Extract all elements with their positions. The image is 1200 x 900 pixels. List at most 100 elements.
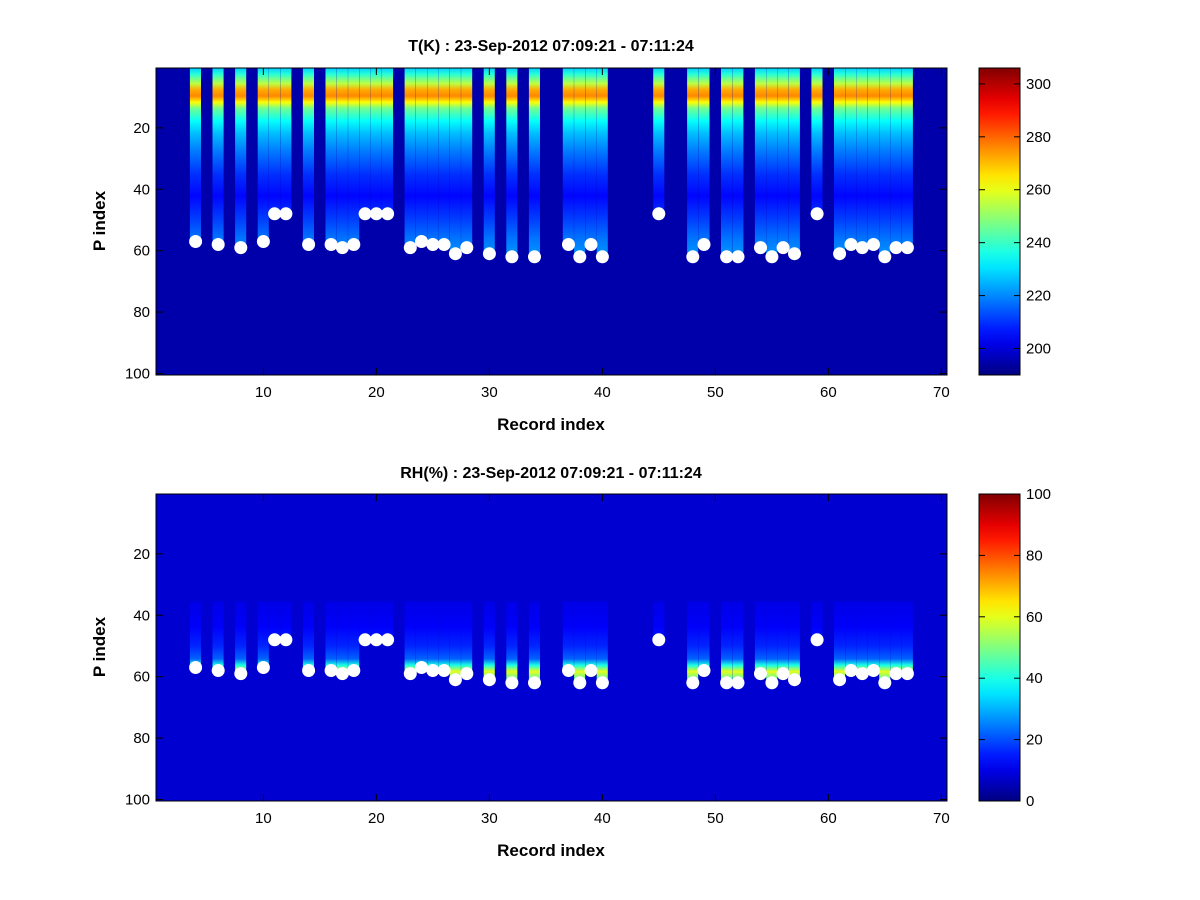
colorbar-tick-label: 40 [1026, 670, 1043, 687]
level-marker [754, 241, 767, 255]
profile-column [235, 601, 247, 676]
level-marker [878, 250, 892, 264]
profile-column [449, 68, 461, 256]
profile-column [280, 601, 292, 642]
profile-column [653, 601, 665, 642]
profile-column [879, 601, 891, 685]
colorbar-tick-label: 280 [1026, 129, 1051, 146]
humidity-axes-frame [155, 493, 948, 802]
colorbar-tick-label: 300 [1026, 76, 1051, 93]
heatmap-background [156, 494, 947, 801]
profile-column [867, 68, 879, 247]
profile-column [687, 601, 699, 685]
humidity-x-label: Record index [497, 841, 605, 860]
profile-column [382, 601, 394, 642]
level-marker [889, 667, 903, 681]
level-marker [211, 664, 225, 677]
humidity-x-ticks: 10 20 30 40 50 60 70 [255, 494, 950, 827]
x-tick-label: 50 [707, 810, 724, 827]
level-marker [686, 250, 700, 264]
x-tick-label: 30 [481, 810, 498, 827]
profile-column [754, 601, 766, 676]
x-tick-label: 70 [933, 384, 950, 401]
colorbar-tick-label: 0 [1026, 793, 1034, 810]
level-marker [448, 673, 462, 687]
humidity-y-label: P index [90, 616, 109, 677]
level-marker [686, 676, 700, 690]
profile-column [766, 68, 778, 259]
level-marker [867, 238, 880, 251]
profile-column [788, 68, 800, 256]
level-marker [788, 673, 801, 687]
profile-column [257, 68, 269, 243]
temperature-y-ticks: 20 40 60 80 100 [125, 120, 947, 382]
profile-column [359, 601, 371, 642]
level-marker [460, 667, 474, 681]
level-marker [381, 207, 395, 221]
level-marker [573, 250, 587, 264]
level-marker [256, 235, 270, 248]
profile-column [302, 601, 314, 673]
profile-column [280, 68, 292, 216]
profile-column [483, 68, 495, 256]
temperature-heatmap [156, 68, 947, 375]
profile-column [370, 68, 382, 216]
x-tick-label: 10 [255, 384, 272, 401]
profile-column [574, 68, 586, 259]
profile-column [269, 68, 281, 216]
level-marker [448, 247, 462, 261]
level-marker [810, 633, 824, 647]
level-marker [268, 633, 282, 647]
profile-column [777, 601, 789, 676]
profile-column [687, 68, 699, 259]
level-marker [697, 238, 711, 251]
level-marker [765, 676, 779, 690]
level-marker [189, 661, 203, 674]
x-tick-label: 20 [368, 810, 385, 827]
profile-column [257, 601, 269, 669]
level-marker [256, 661, 270, 674]
colorbar-tick-label: 60 [1026, 609, 1043, 626]
level-marker [347, 238, 361, 251]
x-tick-label: 70 [933, 810, 950, 827]
profile-column [754, 68, 766, 250]
temperature-panel: T(K) : 23-Sep-2012 07:09:21 - 07:11:24 1… [90, 38, 1051, 434]
profile-column [811, 68, 823, 216]
y-tick-label: 20 [133, 546, 150, 563]
level-marker [189, 235, 203, 248]
profile-column [189, 601, 201, 669]
level-marker [855, 667, 869, 681]
profile-column [890, 601, 902, 676]
x-tick-label: 30 [481, 384, 498, 401]
x-tick-label: 60 [820, 384, 837, 401]
level-marker [415, 661, 428, 674]
profile-column [562, 601, 574, 673]
profile-column [528, 68, 540, 259]
x-tick-label: 40 [594, 384, 611, 401]
level-marker [844, 238, 858, 251]
level-marker [788, 247, 801, 261]
profile-column [901, 601, 913, 676]
temperature-title: T(K) : 23-Sep-2012 07:09:21 - 07:11:24 [408, 38, 694, 55]
profile-column [901, 68, 913, 250]
level-marker [279, 633, 293, 647]
temperature-y-label: P index [90, 190, 109, 251]
profile-column [574, 601, 586, 685]
level-marker [833, 247, 847, 261]
profile-column [766, 601, 778, 685]
colorbar-tick-label: 80 [1026, 547, 1043, 564]
level-marker [403, 241, 417, 255]
profile-column [461, 601, 473, 676]
profile-column [235, 68, 247, 250]
level-marker [562, 664, 575, 677]
level-marker [776, 667, 790, 681]
profile-column [404, 601, 416, 676]
level-marker [505, 676, 519, 690]
x-tick-label: 10 [255, 810, 272, 827]
y-tick-label: 40 [133, 607, 150, 624]
level-marker [595, 676, 609, 690]
profile-column [867, 601, 879, 673]
level-marker [844, 664, 858, 677]
profile-column [879, 68, 891, 259]
